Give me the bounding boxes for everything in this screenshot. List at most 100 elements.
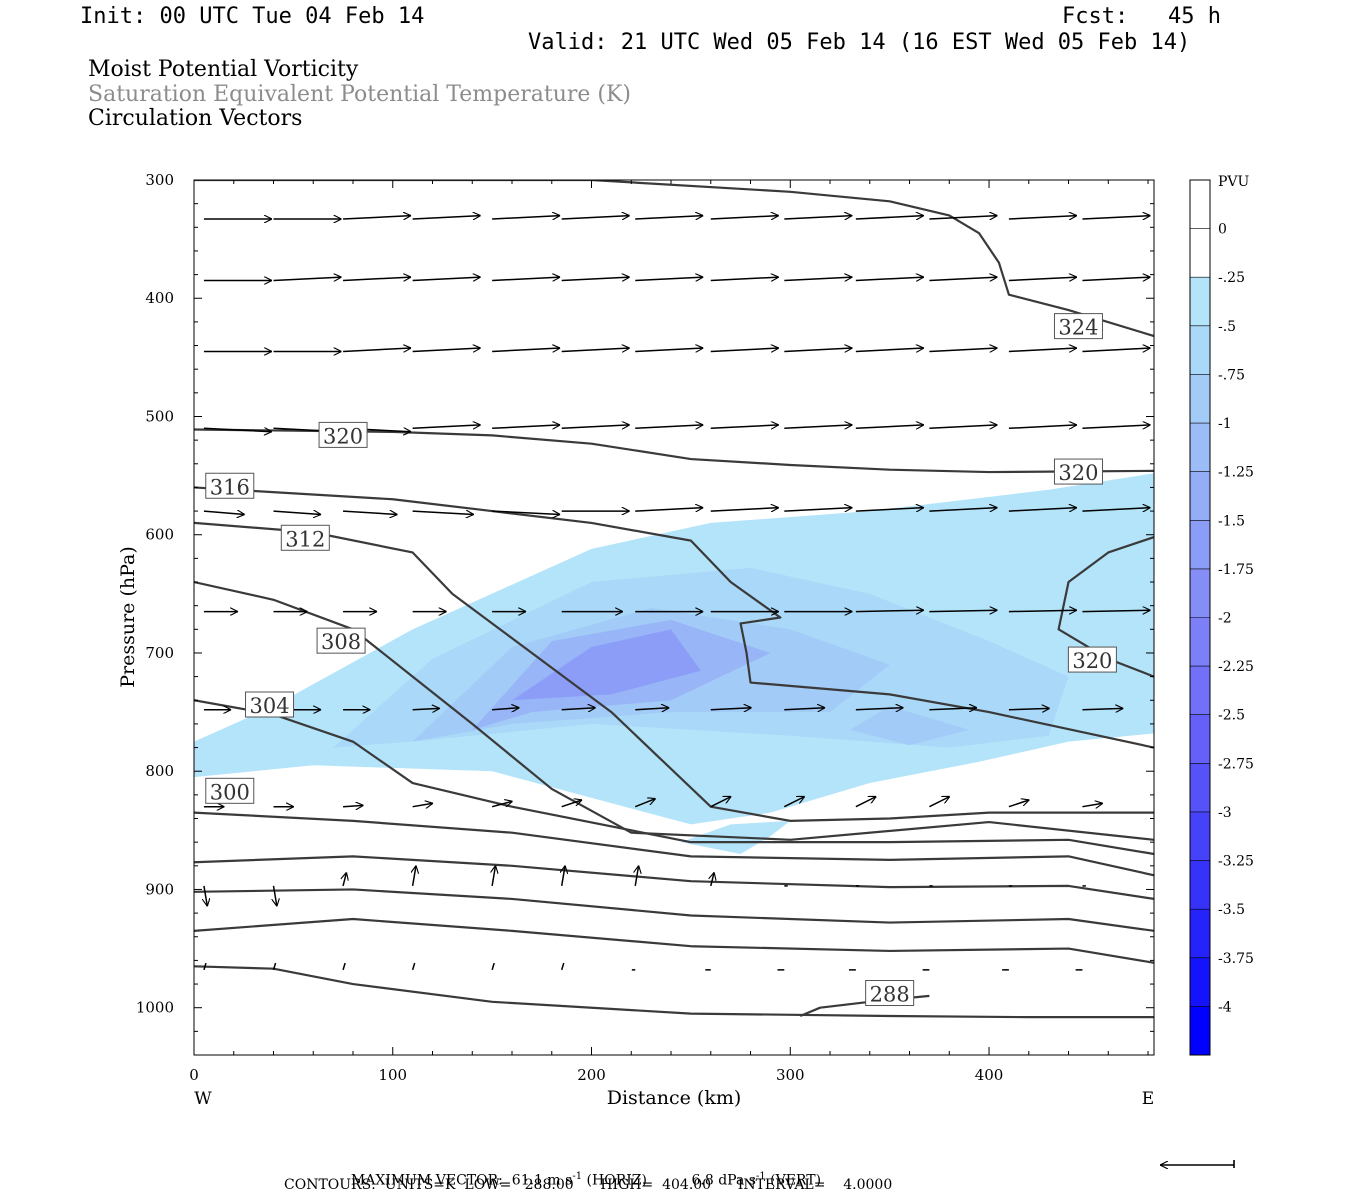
circulation-vector xyxy=(492,348,560,351)
circulation-vector xyxy=(492,425,560,428)
max-vector-horiz-value: 61.1 m s xyxy=(511,1172,573,1189)
circulation-vector xyxy=(562,866,565,887)
colorbar-tick-label: 0 xyxy=(1218,222,1227,238)
circulation-vector xyxy=(1082,425,1150,428)
colorbar-tick-label: -3 xyxy=(1218,805,1232,821)
circulation-vector xyxy=(784,708,825,710)
contour-label-box xyxy=(205,472,255,499)
circulation-vector xyxy=(412,708,440,709)
colorbar-tick-label: -3.5 xyxy=(1218,902,1245,918)
circulation-vector xyxy=(492,511,560,514)
contour-label-text: 320 xyxy=(1058,461,1098,485)
circulation-vector xyxy=(1082,610,1150,611)
contour-label-308: 308 xyxy=(316,627,366,654)
y-tick-label: 300 xyxy=(145,171,174,189)
circulation-vector xyxy=(342,962,346,971)
circulation-vector xyxy=(1008,708,1050,709)
theta-e-contour-300 xyxy=(194,811,1154,877)
circulation-vector xyxy=(343,805,363,806)
contour-label-320: 320 xyxy=(1067,646,1117,673)
circulation-vector xyxy=(561,708,596,710)
circulation-vector xyxy=(561,800,582,808)
x-tick-label: 200 xyxy=(577,1066,606,1084)
circulation-vector xyxy=(1082,216,1150,219)
circulation-vector xyxy=(784,508,852,511)
theta-e-contour-290 xyxy=(194,917,1154,964)
contour-label-box xyxy=(316,627,366,654)
contour-label-288: 288 xyxy=(865,980,915,1007)
x-axis-east-label: E xyxy=(1142,1089,1154,1109)
contour-label-box xyxy=(280,524,330,551)
y-tick-label: 400 xyxy=(145,289,174,307)
axis-layer: 0 100 200 300 400 300 400 500 600 700 800 900 1000 xyxy=(136,171,1154,1084)
circulation-vector xyxy=(492,866,495,887)
contours-info: CONTOURS: UNITS=K LOW= 288.00 HIGH= 404.… xyxy=(284,1177,893,1193)
y-tick-label: 500 xyxy=(145,407,174,425)
contour-label-text: 304 xyxy=(249,694,289,718)
colorbar-swatch xyxy=(1190,471,1210,521)
y-tick-label: 1000 xyxy=(136,999,174,1017)
y-tick-label: 900 xyxy=(145,880,174,898)
contour-label-box xyxy=(1067,646,1117,673)
reference-vector xyxy=(1160,1160,1235,1168)
colorbar-swatch xyxy=(1190,811,1210,862)
contour-label-text: 312 xyxy=(285,527,325,551)
contour-label-text: 288 xyxy=(870,983,910,1007)
contour-label-320: 320 xyxy=(1053,458,1103,485)
pv-region-5 xyxy=(849,706,970,746)
circulation-vector xyxy=(710,708,752,710)
circulation-vector xyxy=(710,277,779,280)
circulation-vector xyxy=(635,277,703,280)
variable-2-label: Saturation Equivalent Potential Temperat… xyxy=(88,82,631,107)
circulation-vector xyxy=(784,425,852,428)
circulation-vector xyxy=(929,610,997,611)
circulation-vector xyxy=(929,708,977,710)
colorbar-tick-label: -1.75 xyxy=(1218,562,1254,578)
circulation-vector xyxy=(855,610,924,611)
colorbar-tick-label: -2.75 xyxy=(1218,756,1254,772)
circulation-vector xyxy=(492,216,560,219)
colorbar-swatch xyxy=(1190,909,1210,959)
colorbar-swatch xyxy=(1190,1006,1210,1056)
circulation-vector xyxy=(272,962,277,971)
y-tick-label: 700 xyxy=(145,644,174,662)
circulation-vector xyxy=(412,348,481,351)
forecast-hour: Fcst: 45 h xyxy=(1062,4,1221,29)
max-vector-vert-value: 6.8 dPa s xyxy=(691,1172,756,1189)
circulation-vector xyxy=(784,277,852,280)
colorbar: 0 -.25 -.5 -.75 -1 -1.25 -1.5 -1.75 -2 -2.25 -2.5 -… xyxy=(1189,179,1254,1056)
x-tick-label: 400 xyxy=(975,1066,1004,1084)
circulation-vector xyxy=(711,872,714,887)
circulation-vector xyxy=(710,348,779,351)
max-vector-line: MAXIMUM VECTOR: 61.1 m s-1 (HORIZ) 6.8 d… xyxy=(342,1158,821,1188)
colorbar-swatch xyxy=(1190,763,1210,813)
init-time: Init: 00 UTC Tue 04 Feb 14 xyxy=(80,4,425,29)
circulation-vector xyxy=(929,348,997,351)
circulation-vector xyxy=(1008,348,1077,351)
contour-label-box xyxy=(1053,313,1103,340)
contour-label-text: 308 xyxy=(321,630,361,654)
theta-e-contour-308 xyxy=(194,580,1154,841)
colorbar-tick-label: -4 xyxy=(1218,999,1232,1015)
contour-label-312: 312 xyxy=(280,524,330,551)
circulation-vector xyxy=(203,428,272,431)
x-tick-label: 100 xyxy=(378,1066,407,1084)
colorbar-swatch xyxy=(1190,666,1210,716)
colorbar-swatch xyxy=(1190,277,1210,327)
colorbar-tick-label: -1 xyxy=(1218,416,1232,432)
circulation-vector xyxy=(710,795,731,808)
contour-label-box xyxy=(318,421,368,448)
theta-e-contour-296 xyxy=(194,855,1154,901)
circulation-vector xyxy=(1008,216,1077,219)
colorbar-swatch xyxy=(1190,957,1210,1007)
colorbar-title: PVU xyxy=(1218,174,1250,190)
circulation-vector xyxy=(929,216,997,219)
circulation-vector xyxy=(561,277,630,280)
circulation-vector xyxy=(274,885,277,906)
colorbar-swatch xyxy=(1190,325,1210,375)
circulation-vector xyxy=(273,277,342,280)
pv-shading-layer xyxy=(194,473,1154,854)
circulation-vector xyxy=(710,216,779,219)
theta-e-contour-320 xyxy=(194,428,1154,474)
colorbar-tick-label: -1.5 xyxy=(1218,513,1245,529)
